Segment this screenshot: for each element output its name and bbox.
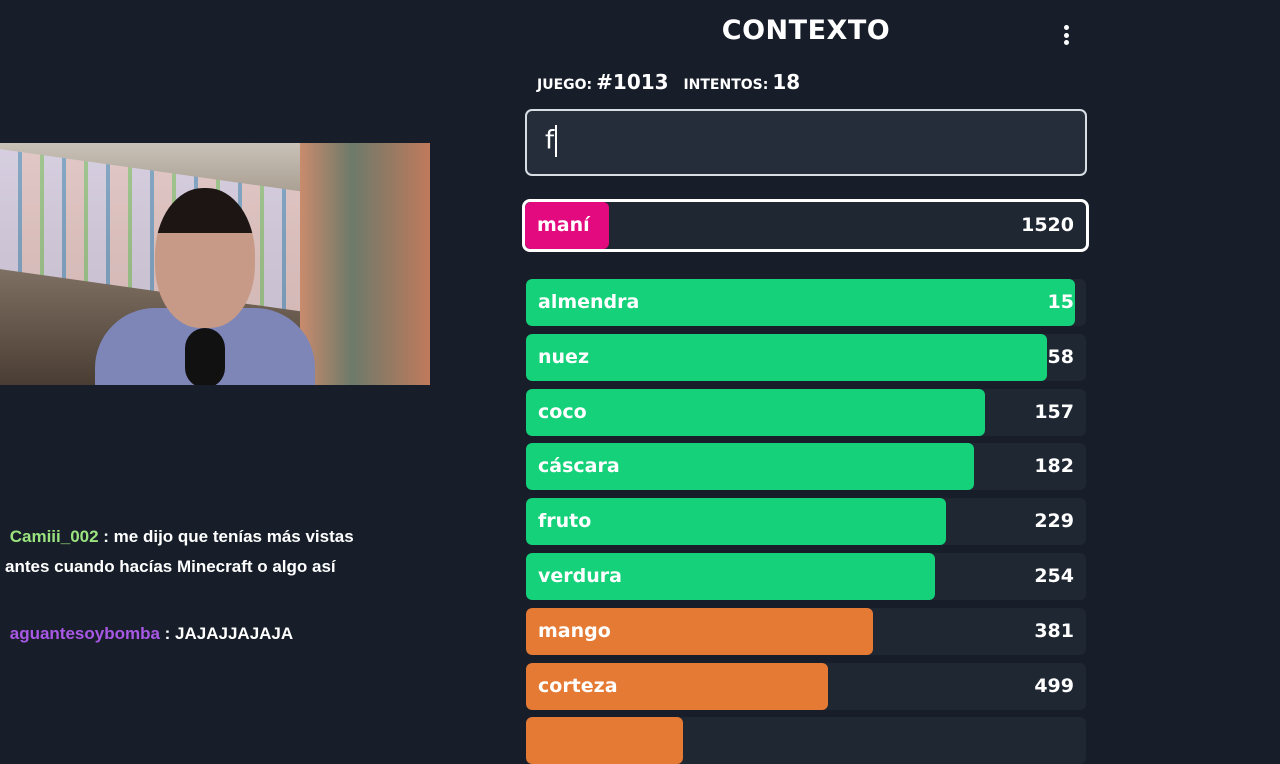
webcam-overlay	[0, 143, 430, 385]
guess-input[interactable]: f	[525, 109, 1087, 176]
guess-row: fruto 229	[526, 498, 1086, 546]
current-guess-rank: 1520	[1021, 214, 1074, 236]
guess-rank: 157	[1034, 400, 1074, 423]
guess-row: almendra 15	[526, 279, 1086, 326]
guess-word: coco	[538, 400, 587, 423]
game-info: JUEGO: #1013 INTENTOS: 18	[537, 70, 810, 94]
page-title: CONTEXTO	[721, 15, 891, 46]
chat-message: Camiii_002 : me dijo que tenías más vist…	[5, 522, 385, 582]
guess-row: mango 381	[526, 607, 1086, 655]
microphone-icon	[185, 328, 225, 385]
guess-bar	[526, 498, 946, 546]
guess-word: mango	[538, 619, 611, 642]
guess-rank: 254	[1034, 565, 1074, 587]
guess-bar	[526, 553, 935, 600]
header: CONTEXTO	[524, 15, 1088, 46]
guess-bar	[526, 279, 1075, 326]
guess-bar	[526, 607, 874, 655]
current-guess-row: maní 1520	[522, 199, 1089, 252]
guess-word: cáscara	[538, 455, 620, 478]
guess-bar	[526, 717, 683, 764]
guess-bar	[526, 333, 1047, 381]
guess-input-value: f	[545, 125, 555, 156]
streamer	[95, 188, 315, 385]
game-label: JUEGO:	[537, 77, 593, 93]
guess-rank: 499	[1034, 674, 1074, 697]
guess-bar	[526, 662, 829, 710]
guess-row: coco 157	[526, 388, 1086, 436]
chat-text: : me dijo que tenías más vistas antes cu…	[5, 527, 354, 576]
current-guess-word: maní	[537, 214, 590, 236]
chat-text: : JAJAJJAJAJA	[159, 624, 294, 643]
guess-rank: 15	[1047, 291, 1074, 313]
guess-row	[526, 717, 1086, 764]
guess-word: fruto	[538, 510, 592, 533]
chat-username: aguantesoybomba	[9, 624, 160, 643]
game-number: #1013	[596, 70, 669, 94]
guess-row: cáscara 182	[526, 443, 1086, 491]
chat-username: Camiii_002	[9, 527, 99, 546]
chat-message: aguantesoybomba : JAJAJJAJAJA	[5, 619, 385, 649]
guess-rank: 182	[1034, 455, 1074, 478]
attempts-count: 18	[772, 70, 801, 94]
guess-rank: 229	[1034, 510, 1074, 533]
attempts-label: INTENTOS:	[683, 77, 769, 93]
guess-bar	[526, 443, 974, 491]
guess-word: verdura	[538, 565, 622, 587]
guess-rank: 381	[1034, 619, 1074, 642]
text-caret	[555, 125, 558, 157]
guess-row: verdura 254	[526, 553, 1086, 600]
guess-word: nuez	[538, 345, 589, 368]
kebab-menu-icon[interactable]	[1058, 22, 1074, 48]
webcam-window	[300, 143, 430, 385]
current-guess-bar	[525, 202, 610, 249]
guess-bar	[526, 388, 986, 436]
guess-word: corteza	[538, 674, 618, 697]
guess-word: almendra	[538, 291, 640, 313]
guess-row: corteza 499	[526, 662, 1086, 710]
guess-row: nuez 58	[526, 333, 1086, 381]
guess-rank: 58	[1047, 345, 1074, 368]
